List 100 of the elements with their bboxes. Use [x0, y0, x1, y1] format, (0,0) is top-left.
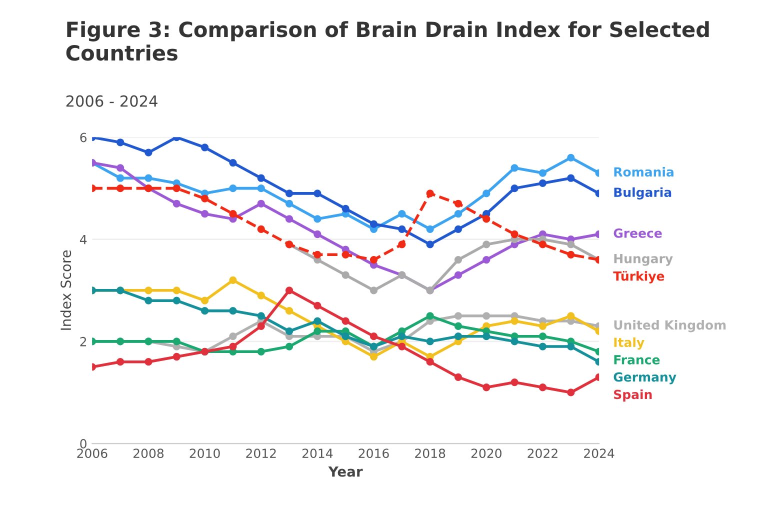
point	[229, 332, 237, 340]
series-label: Greece	[614, 228, 662, 238]
point	[285, 200, 294, 208]
point	[538, 179, 547, 188]
series-label: France	[614, 355, 660, 364]
point	[567, 240, 575, 248]
series-label: Türkiye	[613, 270, 664, 284]
point	[200, 306, 209, 315]
point	[538, 322, 547, 330]
point	[257, 225, 265, 233]
point	[314, 317, 322, 325]
point	[285, 190, 294, 198]
point	[454, 312, 462, 320]
point	[567, 312, 575, 320]
point	[482, 384, 490, 392]
point	[314, 250, 322, 258]
point	[172, 352, 180, 361]
point	[398, 342, 406, 350]
series-label: Germany	[614, 372, 676, 384]
point	[342, 271, 350, 279]
x-tick-label: 2022	[528, 448, 558, 458]
point	[229, 210, 237, 218]
point	[257, 322, 265, 330]
point	[285, 342, 294, 350]
point	[257, 292, 265, 300]
y-tick-label: 6	[80, 132, 87, 142]
point	[567, 154, 575, 162]
point	[116, 174, 124, 182]
point	[229, 342, 237, 350]
x-tick-label: 2008	[133, 448, 164, 458]
point	[172, 200, 180, 208]
point	[482, 240, 490, 248]
point	[510, 338, 518, 346]
chart-title: Figure 3: Comparison of Brain Drain Index for Selected Countries	[66, 21, 709, 61]
point	[567, 388, 575, 396]
point	[229, 276, 237, 284]
point	[342, 317, 350, 325]
series-label: Spain	[614, 389, 652, 402]
point	[454, 322, 462, 330]
point	[482, 256, 490, 264]
point	[229, 306, 237, 315]
point	[538, 384, 547, 392]
point	[144, 296, 152, 304]
point	[285, 215, 294, 223]
point	[116, 164, 124, 172]
x-tick-label: 2024	[584, 448, 614, 458]
point	[510, 184, 518, 192]
point	[200, 210, 209, 218]
x-tick-label: 2020	[471, 448, 502, 458]
point	[538, 240, 547, 248]
x-tick-label: 2016	[358, 448, 389, 458]
point	[398, 225, 406, 233]
point	[314, 327, 322, 336]
y-tick-label: 2	[80, 336, 86, 346]
point	[200, 296, 209, 304]
series-label: Romania	[614, 166, 674, 177]
point	[370, 332, 378, 340]
point	[426, 225, 434, 233]
point	[314, 190, 322, 198]
point	[370, 220, 378, 228]
point	[116, 358, 124, 366]
series-label: Italy	[614, 337, 644, 350]
series-label: United Kingdom	[614, 320, 726, 332]
point	[482, 190, 490, 198]
point	[257, 312, 265, 320]
point	[398, 240, 406, 248]
point	[454, 200, 462, 208]
point	[510, 378, 518, 386]
point	[426, 338, 434, 346]
chart-subtitle: 2006 - 2024	[66, 95, 158, 107]
point	[257, 348, 265, 356]
point	[285, 286, 294, 294]
point	[285, 327, 294, 336]
point	[567, 342, 575, 350]
point	[314, 230, 322, 238]
point	[172, 184, 180, 192]
x-tick-label: 2012	[246, 448, 276, 458]
point	[510, 230, 518, 238]
point	[426, 312, 434, 320]
point	[370, 352, 378, 361]
point	[257, 174, 265, 182]
point	[342, 204, 350, 213]
point	[426, 240, 434, 248]
y-axis-title: Index Score	[60, 250, 72, 330]
point	[510, 164, 518, 172]
point	[229, 184, 237, 192]
point	[538, 169, 547, 177]
point	[567, 250, 575, 258]
point	[285, 306, 294, 315]
point	[172, 338, 180, 346]
point	[229, 158, 237, 167]
point	[314, 215, 322, 223]
point	[257, 184, 265, 192]
point	[454, 256, 462, 264]
point	[482, 312, 490, 320]
point	[454, 210, 462, 218]
point	[144, 286, 152, 294]
x-axis-title: Year	[328, 466, 363, 477]
point	[342, 250, 350, 258]
point	[116, 184, 124, 192]
